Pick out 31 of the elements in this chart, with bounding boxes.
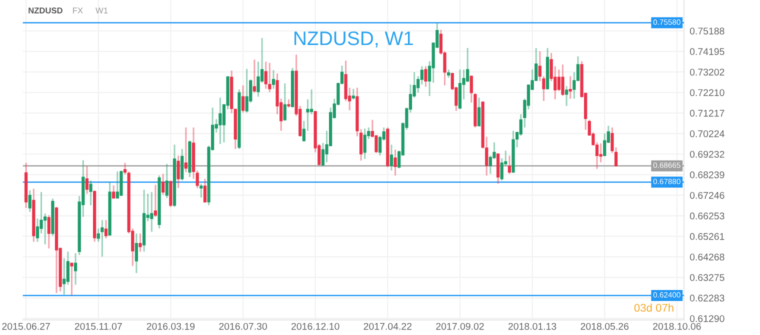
y-tick-label: 0.75188 xyxy=(690,28,724,34)
x-tick-label: 2018.01.13 xyxy=(508,322,556,330)
y-tick-label: 0.71217 xyxy=(690,110,724,117)
annotation: 03d 07h xyxy=(634,304,674,312)
y-tick-label: 0.73202 xyxy=(690,68,724,76)
annotation: NZDUSD xyxy=(28,8,62,14)
x-tick-label: 2017.04.22 xyxy=(364,322,412,330)
y-tick-label: 0.68239 xyxy=(690,171,724,178)
y-tick-label: 0.65261 xyxy=(690,233,724,240)
x-tick-label: 2017.09.02 xyxy=(436,322,484,330)
x-tick-label: 2016.07.30 xyxy=(219,322,267,330)
y-tick-label: 0.74195 xyxy=(690,48,724,56)
y-tick-label: 0.67246 xyxy=(690,192,724,199)
y-tick-label: 0.62283 xyxy=(690,294,724,302)
y-tick-label: 0.66253 xyxy=(690,212,724,220)
y-tick-label: 0.61290 xyxy=(690,315,724,322)
y-tick-label: 0.72210 xyxy=(690,89,724,96)
y-tick-label: 0.69232 xyxy=(690,150,724,158)
candlestick xyxy=(120,170,123,197)
y-tick-label: 0.70224 xyxy=(690,130,724,138)
x-tick-label: 2016.03.19 xyxy=(146,322,195,330)
annotation: W1 xyxy=(96,8,108,14)
y-tick-label: 0.63275 xyxy=(690,274,724,282)
x-tick-label: 2018.10.06 xyxy=(653,322,701,330)
text: NZDUSD, W1 xyxy=(294,31,413,48)
y-tick-label: 0.64268 xyxy=(690,254,724,260)
x-tick-label: 2015.06.27 xyxy=(2,322,50,330)
x-tick-label: 2018.05.26 xyxy=(580,322,629,330)
annotation: FX xyxy=(73,8,83,14)
x-tick-label: 2015.11.07 xyxy=(74,322,122,330)
x-tick-label: 2016.12.10 xyxy=(292,322,340,330)
